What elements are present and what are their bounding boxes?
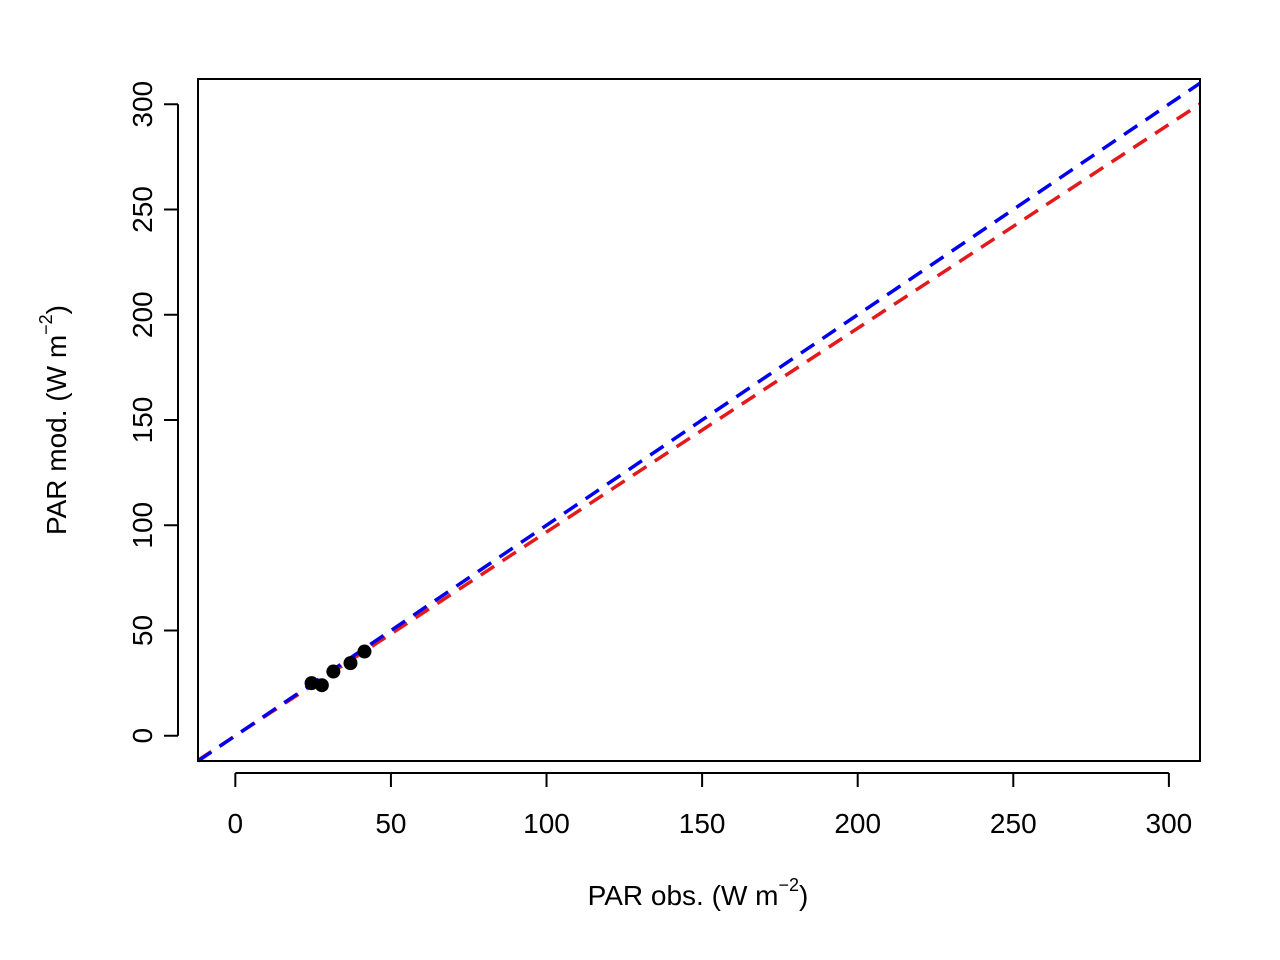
data-point-4 [343, 656, 358, 671]
x-tick-label: 300 [1146, 808, 1193, 839]
y-axis-label: PAR mod. (W m−2) [36, 305, 72, 535]
x-axis: 0 50 100 150 200 250 300 [228, 772, 1193, 839]
data-points-layer [304, 644, 372, 693]
y-tick-label: 300 [127, 81, 158, 128]
y-tick-label: 0 [127, 728, 158, 744]
y-tick-label: 200 [127, 291, 158, 338]
y-tick-label: 100 [127, 502, 158, 549]
y-tick-label: 250 [127, 186, 158, 233]
data-point-3 [326, 664, 341, 679]
y-axis: 0 50 100 150 200 250 300 [127, 81, 179, 744]
data-point-2 [314, 678, 329, 693]
x-tick-label: 0 [228, 808, 244, 839]
x-tick-label: 100 [523, 808, 570, 839]
fit-line-1 [197, 102, 1201, 762]
fit-lines-layer [197, 81, 1201, 763]
data-point-5 [357, 644, 372, 659]
plot-frame [197, 78, 1201, 762]
x-axis-label: PAR obs. (W m−2) [588, 875, 809, 911]
x-tick-label: 250 [990, 808, 1037, 839]
x-tick-label: 150 [679, 808, 726, 839]
x-tick-label: 50 [375, 808, 406, 839]
fit-line-2 [197, 81, 1201, 763]
y-tick-label: 150 [127, 397, 158, 444]
x-tick-label: 200 [834, 808, 881, 839]
y-tick-label: 50 [127, 615, 158, 646]
